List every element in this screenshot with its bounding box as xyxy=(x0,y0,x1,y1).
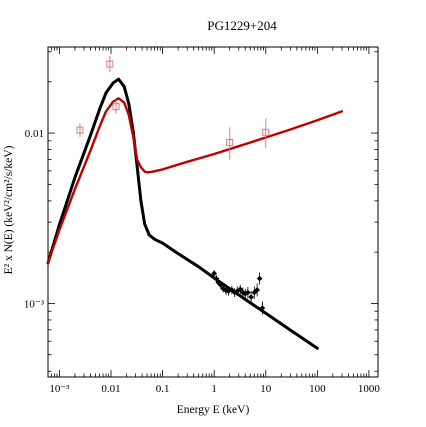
data-point-black xyxy=(237,284,244,295)
marker-square xyxy=(226,139,234,147)
data-point-black xyxy=(256,272,263,285)
x-tick-label: 0.1 xyxy=(156,383,170,395)
marker-square xyxy=(106,60,114,68)
x-tick-label: 100 xyxy=(309,383,326,395)
marker-dot xyxy=(211,270,218,277)
marker-square xyxy=(112,103,120,111)
marker-dot xyxy=(245,289,251,296)
marker-dot xyxy=(218,282,224,288)
marker-dot xyxy=(248,294,254,300)
data-point-red xyxy=(76,123,84,137)
data-point-black xyxy=(259,301,266,315)
axis-ticks xyxy=(47,47,378,377)
chart-title: PG1229+204 xyxy=(207,18,277,33)
marker-dot xyxy=(259,305,266,311)
x-tick-label: 1 xyxy=(211,383,217,395)
marker-dot xyxy=(254,287,260,293)
data-point-black xyxy=(245,286,251,299)
model-curve-red xyxy=(46,97,344,265)
x-tick-label: 1000 xyxy=(358,383,381,395)
data-point-red xyxy=(112,99,120,114)
data-point-red xyxy=(106,56,114,73)
plot-area: 10⁻³ 0.01 0.1 1 10 100 1000 10⁻³ 0.01 xyxy=(24,46,381,395)
marker-square xyxy=(76,126,84,134)
x-tick-label: 10⁻³ xyxy=(49,383,70,395)
y-tick-label: 0.01 xyxy=(25,128,44,140)
marker-dot xyxy=(256,275,263,282)
model-curve-black xyxy=(46,77,319,350)
y-tick-label: 10⁻³ xyxy=(24,298,45,310)
x-tick-label: 0.01 xyxy=(101,383,120,395)
data-point-black xyxy=(254,283,260,297)
marker-dot xyxy=(213,275,220,282)
x-axis-label: Energy E (keV) xyxy=(177,404,250,416)
data-point-red xyxy=(262,118,270,148)
data-point-black xyxy=(248,291,254,304)
x-tick-label: 10 xyxy=(260,383,272,395)
marker-square xyxy=(262,128,270,136)
data-point-black xyxy=(213,274,220,283)
data-point-black xyxy=(211,270,218,277)
data-point-red xyxy=(226,127,234,160)
marker-dot xyxy=(237,286,244,293)
y-axis-label: E² x N(E) (keV²/cm²/s/keV) xyxy=(3,145,15,274)
data-point-black xyxy=(218,281,224,290)
plot-frame xyxy=(47,46,379,378)
